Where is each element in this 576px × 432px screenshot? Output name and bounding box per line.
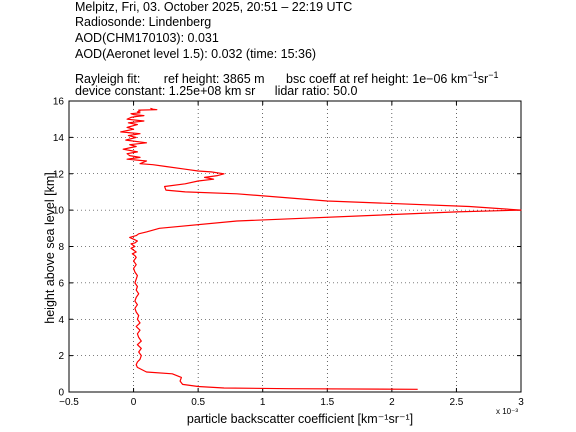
rayleigh-fit-line: Rayleigh fit: ref height: 3865 m bsc coe… — [75, 68, 498, 87]
y-tick-label: 4 — [58, 315, 64, 326]
bsc-coeff-label: bsc coeff at ref height: 1e−06 km−1sr−1 — [286, 70, 499, 87]
radiosonde-line: Radiosonde: Lindenberg — [75, 15, 212, 29]
y-tick-label: 0 — [58, 388, 64, 399]
y-tick-label: 12 — [53, 169, 65, 180]
x-exponent-label: x 10⁻³ — [496, 407, 518, 416]
y-tick-label: 8 — [58, 242, 64, 253]
y-tick-label: 16 — [53, 97, 65, 108]
y-tick-label: 6 — [58, 278, 64, 289]
x-tick-label: 2.5 — [449, 397, 463, 408]
x-tick-label: −0.5 — [59, 397, 79, 408]
x-tick-label: 3 — [518, 397, 524, 408]
y-tick-label: 14 — [53, 133, 65, 144]
x-axis-label: particle backscatter coefficient [km⁻¹sr… — [187, 412, 413, 426]
aod-aeronet-line: AOD(Aeronet level 1.5): 0.032 (time: 15:… — [75, 47, 317, 61]
y-tick-label: 2 — [58, 351, 64, 362]
y-axis-label: height above sea level [km] — [43, 172, 57, 323]
x-tick-label: 0 — [131, 397, 137, 408]
device-constant-line: device constant: 1.25e+08 km sr lidar ra… — [75, 84, 357, 99]
x-tick-label: 0.5 — [191, 397, 205, 408]
x-tick-label: 1.5 — [320, 397, 334, 408]
grid — [69, 101, 521, 392]
y-tick-label: 10 — [53, 206, 65, 217]
lidar-ratio-label: lidar ratio: 50.0 — [274, 84, 358, 98]
backscatter-profile-line — [120, 107, 522, 390]
device-constant-label: device constant: 1.25e+08 km sr — [75, 84, 256, 98]
aod-chm-line: AOD(CHM170103): 0.031 — [75, 31, 219, 45]
title-line-1: Melpitz, Fri, 03. October 2025, 20:51 – … — [75, 0, 353, 14]
x-tick-label: 2 — [389, 397, 395, 408]
series-layer — [120, 107, 522, 390]
x-tick-label: 1 — [260, 397, 266, 408]
rayleigh-fit-label: Rayleigh fit: — [75, 72, 141, 87]
ref-height-label: ref height: 3865 m — [163, 72, 265, 87]
